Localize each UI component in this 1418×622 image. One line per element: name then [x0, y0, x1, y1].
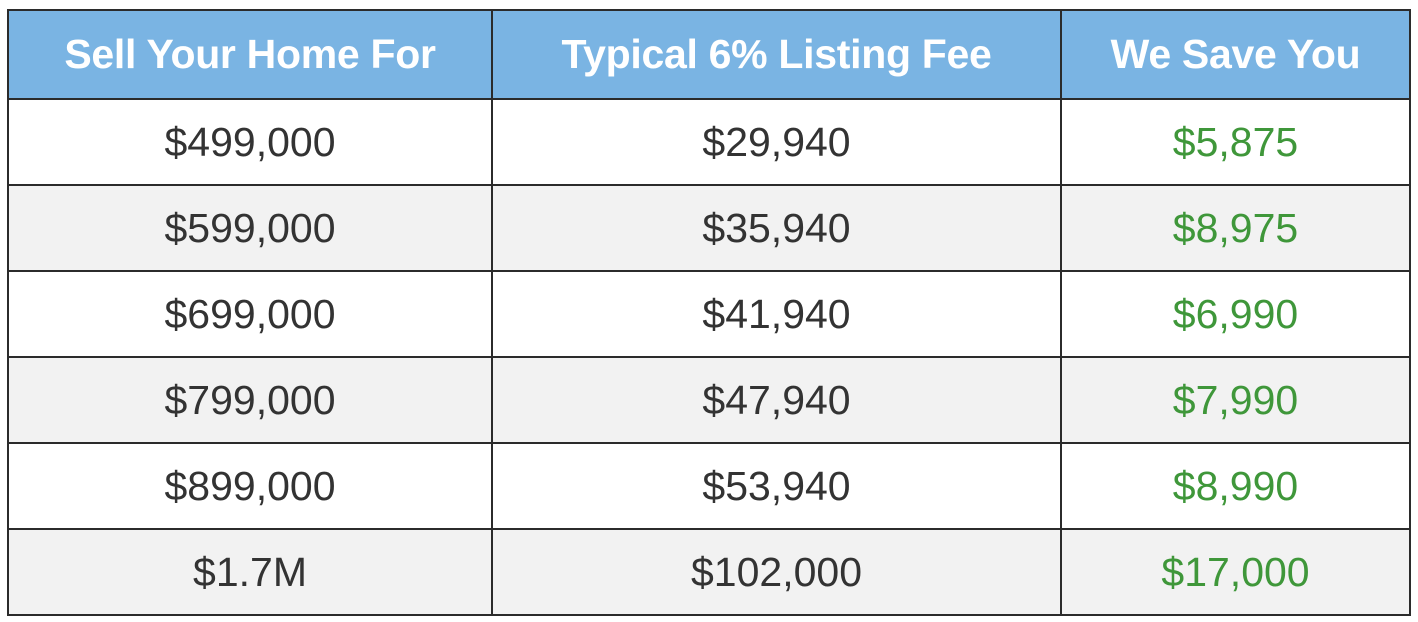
listing-fee-cell: $41,940 [491, 270, 1062, 358]
savings-cell: $7,990 [1060, 356, 1411, 444]
sell-price-cell: $1.7M [7, 528, 493, 616]
sell-price-cell: $899,000 [7, 442, 493, 530]
header-listing-fee: Typical 6% Listing Fee [491, 9, 1062, 100]
header-savings: We Save You [1060, 9, 1411, 100]
sell-price-cell: $599,000 [7, 184, 493, 272]
table-row: $799,000 $47,940 $7,990 [7, 356, 1411, 444]
listing-fee-cell: $35,940 [491, 184, 1062, 272]
header-sell-price: Sell Your Home For [7, 9, 493, 100]
savings-cell: $5,875 [1060, 98, 1411, 186]
savings-cell: $8,990 [1060, 442, 1411, 530]
savings-cell: $8,975 [1060, 184, 1411, 272]
listing-fee-cell: $102,000 [491, 528, 1062, 616]
table-row: $899,000 $53,940 $8,990 [7, 442, 1411, 530]
sell-price-cell: $799,000 [7, 356, 493, 444]
sell-price-cell: $499,000 [7, 98, 493, 186]
listing-fee-cell: $29,940 [491, 98, 1062, 186]
savings-table: Sell Your Home For Typical 6% Listing Fe… [7, 9, 1411, 616]
listing-fee-cell: $53,940 [491, 442, 1062, 530]
sell-price-cell: $699,000 [7, 270, 493, 358]
savings-table-container: Sell Your Home For Typical 6% Listing Fe… [7, 9, 1411, 616]
table-row: $499,000 $29,940 $5,875 [7, 98, 1411, 186]
savings-cell: $17,000 [1060, 528, 1411, 616]
table-row: $1.7M $102,000 $17,000 [7, 528, 1411, 616]
table-row: $699,000 $41,940 $6,990 [7, 270, 1411, 358]
savings-cell: $6,990 [1060, 270, 1411, 358]
header-row: Sell Your Home For Typical 6% Listing Fe… [7, 9, 1411, 100]
listing-fee-cell: $47,940 [491, 356, 1062, 444]
table-row: $599,000 $35,940 $8,975 [7, 184, 1411, 272]
